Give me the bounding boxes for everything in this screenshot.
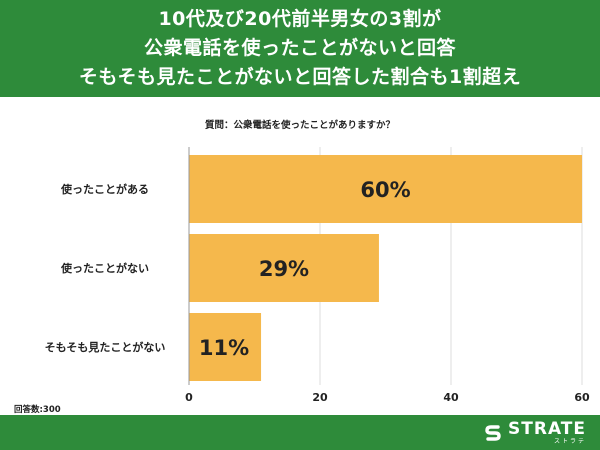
x-tick-label-3: 60 <box>574 391 590 404</box>
bar-0 <box>189 155 582 223</box>
bar-2 <box>189 313 262 381</box>
title-line-2: 公衆電話を使ったことがないと回答 <box>143 37 456 59</box>
category-label-2: そもそも見たことがない <box>45 340 166 354</box>
question-text: 質問：公衆電話を使ったことがありますか？ <box>204 120 395 131</box>
bar-chart: 60% 使ったことがある 29% 使ったことがない 11% そもそも見たことがない 0 20 4… <box>45 147 590 404</box>
value-label-2: 11% <box>199 336 249 360</box>
logo-wordmark: STRATE <box>508 419 586 439</box>
respondent-count: 回答数:300 <box>14 405 61 415</box>
strate-logo-icon <box>485 425 501 441</box>
x-tick-label-2: 40 <box>443 391 459 404</box>
footer-bar: STRATE ストラテ <box>0 415 600 450</box>
bar-1 <box>189 234 379 302</box>
title-banner: 10代及び20代前半男女の3割が 公衆電話を使ったことがないと回答 そもそも見た… <box>0 0 600 97</box>
x-tick-label-1: 20 <box>312 391 328 404</box>
title-line-3: そもそも見たことがないと回答した割合も1割超え <box>78 66 522 88</box>
title-line-1: 10代及び20代前半男女の3割が <box>158 8 442 30</box>
value-label-1: 29% <box>259 257 309 281</box>
x-tick-label-0: 0 <box>185 391 193 404</box>
strate-logo: STRATE ストラテ <box>482 420 586 446</box>
category-label-0: 使ったことがある <box>60 182 149 196</box>
logo-subtext: ストラテ <box>553 438 586 445</box>
value-label-0: 60% <box>360 178 410 202</box>
category-label-1: 使ったことがない <box>60 261 149 275</box>
